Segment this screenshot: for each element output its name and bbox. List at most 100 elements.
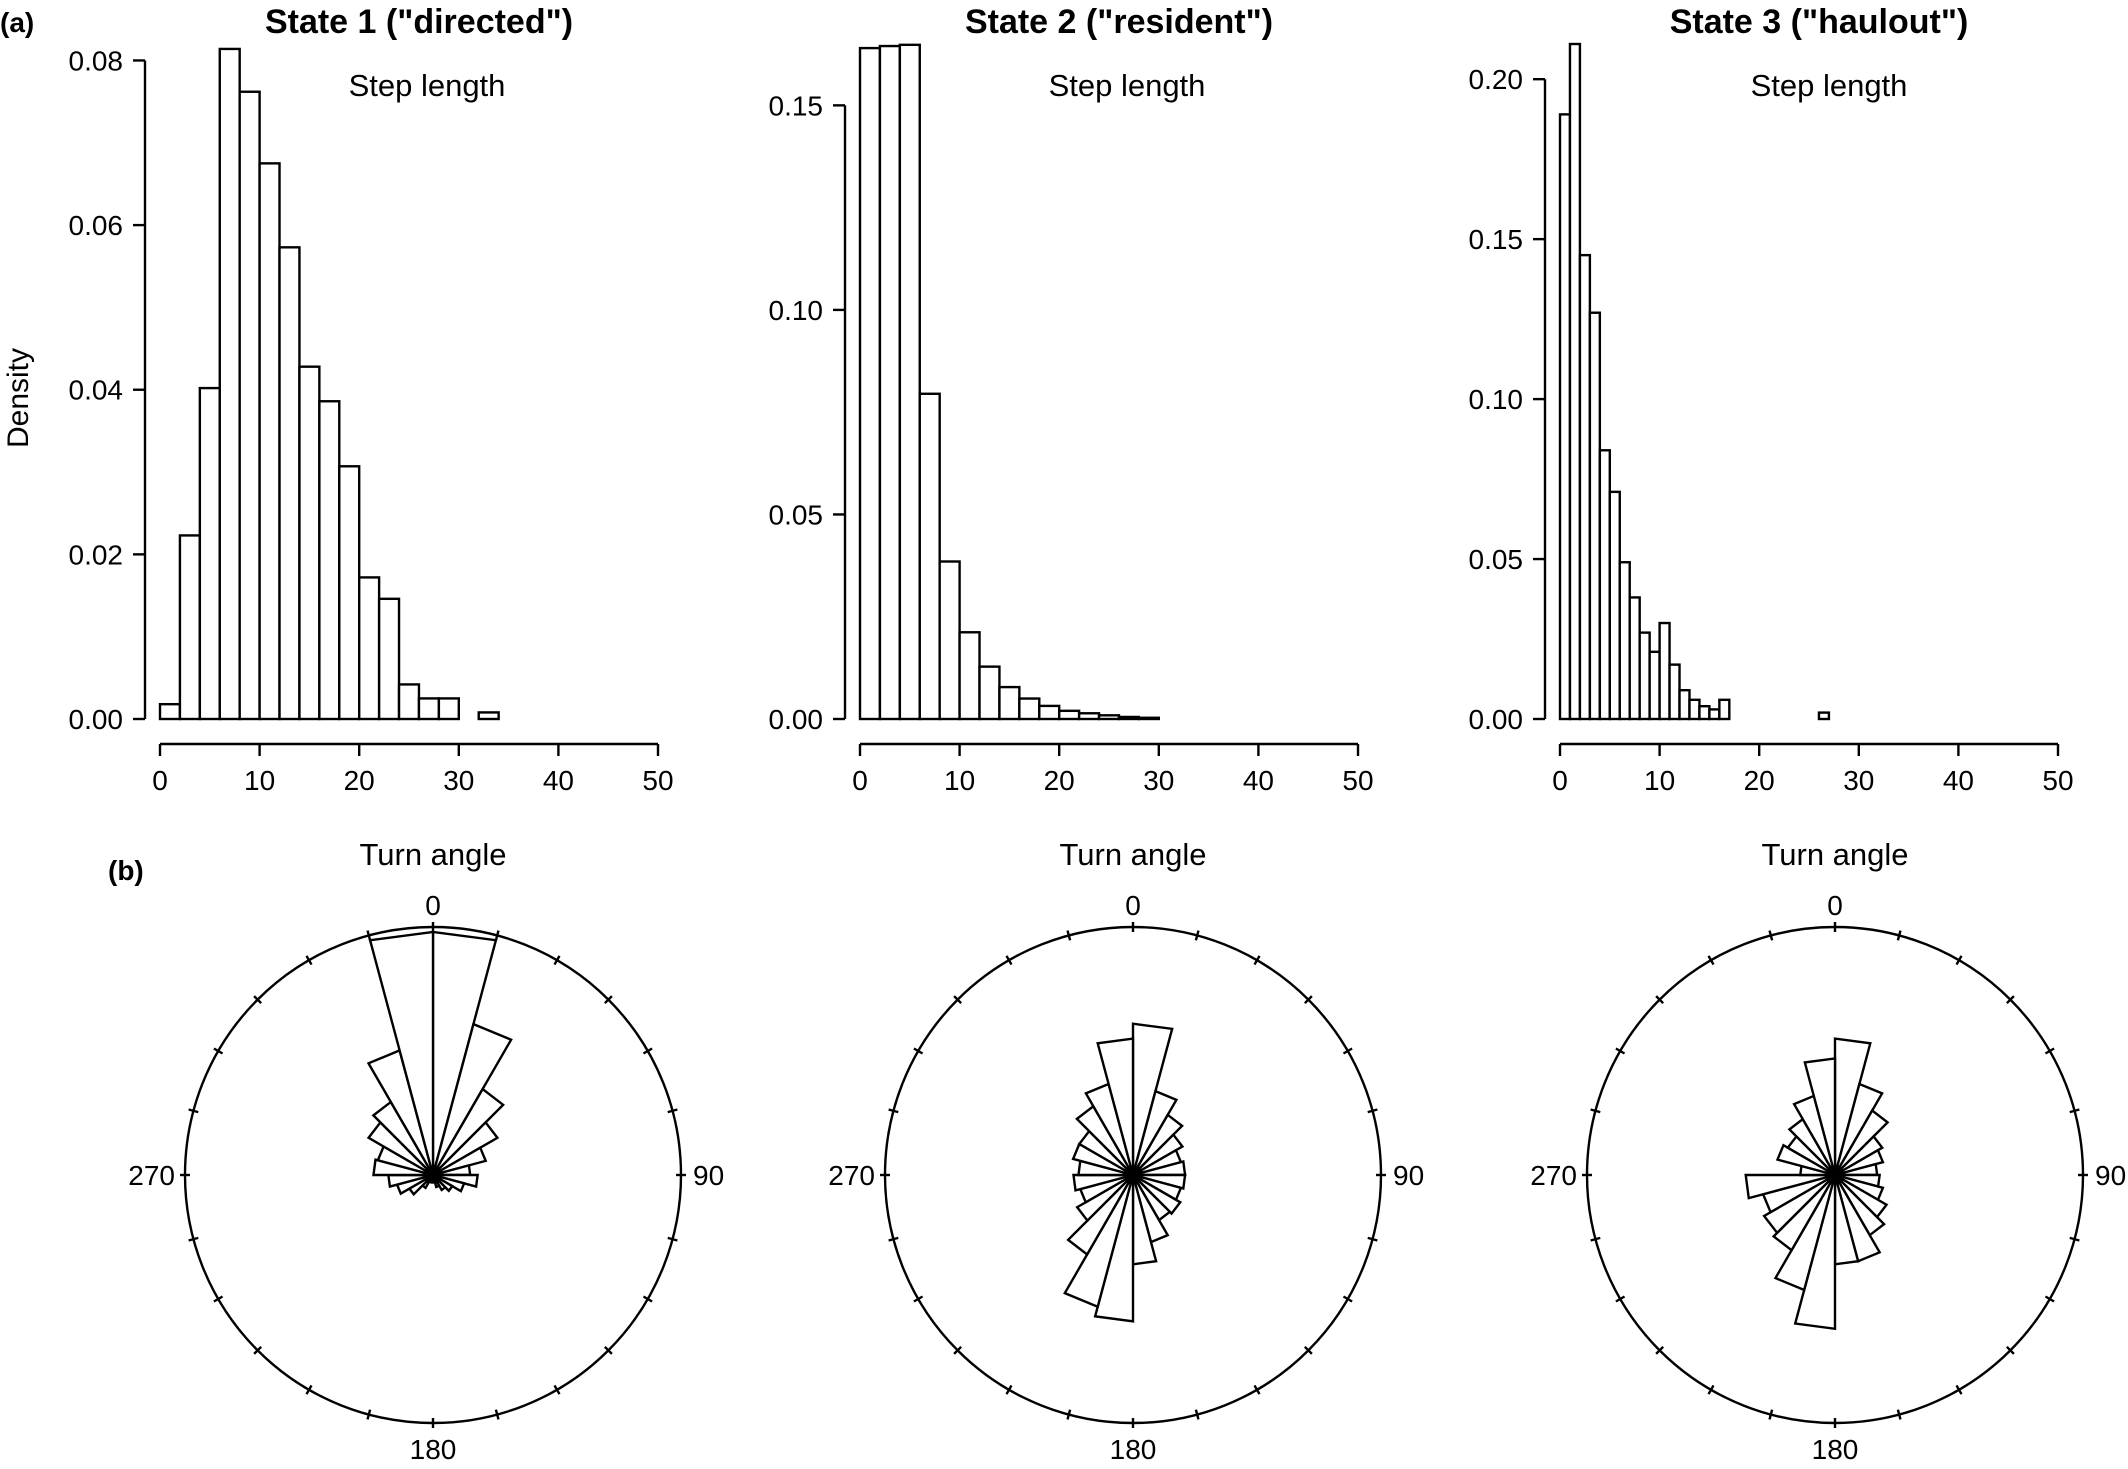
rose-tick bbox=[2005, 995, 2015, 1005]
histogram-bar bbox=[1628, 596, 1641, 721]
rose-label-270: 270 bbox=[128, 1160, 175, 1191]
histogram-bar bbox=[1618, 561, 1631, 721]
rose-tick bbox=[1655, 1345, 1665, 1355]
y-tick-label: 0.02 bbox=[69, 539, 124, 570]
histogram-bar bbox=[1718, 698, 1731, 721]
histogram-bar bbox=[238, 90, 261, 721]
rose-tick bbox=[1955, 1384, 1963, 1395]
y-tick-label: 0.20 bbox=[1469, 64, 1524, 95]
rose-tick bbox=[1615, 1047, 1626, 1055]
rose-tick bbox=[253, 995, 263, 1005]
rose-tick bbox=[1955, 955, 1963, 966]
x-tick-label: 50 bbox=[642, 765, 673, 796]
histogram-bar bbox=[1698, 705, 1711, 721]
x-tick-label: 0 bbox=[852, 765, 868, 796]
y-tick-label: 0.04 bbox=[69, 375, 124, 406]
histogram-bar bbox=[898, 43, 921, 721]
x-tick-label: 10 bbox=[244, 765, 275, 796]
x-tick-label: 50 bbox=[1342, 765, 1373, 796]
rose-tick bbox=[2044, 1295, 2055, 1303]
histogram-bar bbox=[178, 534, 202, 721]
histogram-bar bbox=[437, 697, 461, 721]
histogram-bar bbox=[1817, 711, 1831, 721]
histogram-bar bbox=[1678, 689, 1691, 721]
histogram-bar bbox=[158, 702, 182, 721]
rose-tick bbox=[1707, 955, 1715, 966]
y-axis-title: Density bbox=[2, 348, 35, 448]
rose-tick bbox=[253, 1345, 263, 1355]
histogram-bar bbox=[1578, 253, 1592, 721]
histogram-bar bbox=[198, 386, 221, 721]
rose-label-0: 0 bbox=[425, 890, 441, 921]
rose-tick bbox=[213, 1295, 224, 1303]
histogram-bar bbox=[858, 46, 882, 721]
histogram-bar bbox=[338, 465, 361, 721]
x-tick-label: 40 bbox=[1943, 765, 1974, 796]
histogram-bar bbox=[1568, 42, 1582, 721]
rose-tick bbox=[1253, 955, 1261, 966]
rose-tick bbox=[1768, 930, 1774, 941]
rose-tick bbox=[2005, 1345, 2015, 1355]
histogram-bar bbox=[258, 162, 281, 721]
histogram-bar bbox=[218, 47, 241, 721]
x-tick-label: 40 bbox=[543, 765, 574, 796]
rose-tick bbox=[1066, 1409, 1072, 1420]
rose-label-90: 90 bbox=[693, 1160, 724, 1191]
subtitle-step-length: Step length bbox=[1049, 68, 1206, 103]
y-tick-label: 0.00 bbox=[769, 704, 824, 735]
rose-tick bbox=[2044, 1047, 2055, 1055]
rose-wedge bbox=[1803, 1057, 1837, 1176]
rose-tick bbox=[888, 1108, 899, 1114]
y-tick-label: 0.15 bbox=[769, 90, 824, 121]
y-tick-label: 0.05 bbox=[769, 499, 824, 530]
rose-tick bbox=[1707, 1384, 1715, 1395]
histogram-bar bbox=[958, 631, 981, 721]
hist-panel-1: State 1 ("directed") Step length 0.00 0.0… bbox=[69, 3, 674, 796]
rose-tick bbox=[913, 1295, 924, 1303]
histogram-bar bbox=[878, 44, 902, 721]
rose-tick bbox=[888, 1236, 899, 1242]
rose-wedge bbox=[1744, 1173, 1836, 1200]
subtitle-turn-angle: Turn angle bbox=[1059, 837, 1206, 872]
histogram-bar bbox=[1558, 113, 1572, 721]
rose-tick bbox=[553, 955, 561, 966]
rose-label-90: 90 bbox=[2095, 1160, 2126, 1191]
x-tick-label: 30 bbox=[1843, 765, 1874, 796]
rose-tick bbox=[1194, 930, 1200, 941]
y-tick-label: 0.00 bbox=[1469, 704, 1524, 735]
rose-label-180: 180 bbox=[410, 1434, 457, 1465]
histogram-bar bbox=[1137, 716, 1161, 721]
histogram-bar bbox=[1018, 697, 1041, 721]
rose-label-270: 270 bbox=[828, 1160, 875, 1191]
histogram-bar bbox=[1658, 621, 1671, 721]
y-tick-label: 0.10 bbox=[1469, 384, 1524, 415]
rose-panel-3: Turn angle 0 90 180 270 bbox=[1530, 837, 2126, 1465]
rose-tick bbox=[494, 930, 500, 941]
x-tick-label: 40 bbox=[1243, 765, 1274, 796]
rose-tick bbox=[642, 1295, 653, 1303]
rose-tick bbox=[603, 1345, 613, 1355]
rose-tick bbox=[1590, 1108, 1601, 1114]
histogram-bar bbox=[1057, 709, 1081, 721]
rose-tick bbox=[1342, 1295, 1353, 1303]
histogram-bar bbox=[1668, 663, 1681, 721]
rose-tick bbox=[953, 1345, 963, 1355]
rose-label-180: 180 bbox=[1812, 1434, 1859, 1465]
panel-title-state-2: State 2 ("resident") bbox=[965, 3, 1273, 41]
histogram-bar bbox=[1598, 449, 1611, 721]
rose-tick bbox=[1005, 1384, 1013, 1395]
panel-label-b: (b) bbox=[108, 855, 144, 886]
rose-label-0: 0 bbox=[1827, 890, 1843, 921]
subtitle-turn-angle: Turn angle bbox=[1761, 837, 1908, 872]
rose-tick bbox=[188, 1108, 199, 1114]
x-tick-label: 20 bbox=[1744, 765, 1775, 796]
x-tick-label: 30 bbox=[443, 765, 474, 796]
histogram-bar bbox=[1648, 650, 1661, 721]
rose-wedge bbox=[368, 930, 435, 1176]
histogram-bar bbox=[477, 711, 500, 721]
histogram-bar bbox=[1688, 698, 1701, 721]
rose-tick bbox=[1367, 1236, 1378, 1242]
rose-tick bbox=[1005, 955, 1013, 966]
rose-panel-1: Turn angle 0 90 180 270 bbox=[128, 837, 724, 1465]
